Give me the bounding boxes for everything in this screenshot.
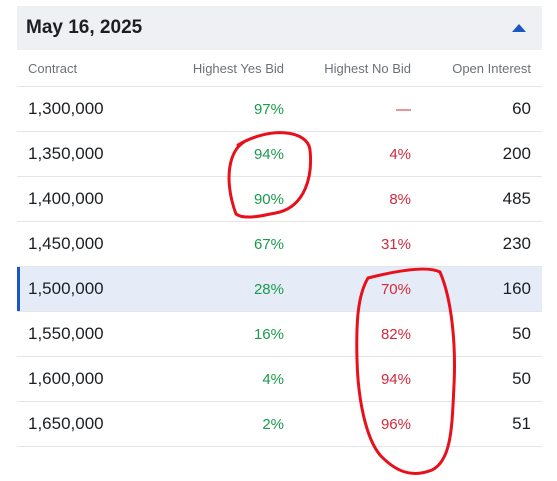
- table-row[interactable]: 1,650,000 2% 96% 51: [17, 402, 542, 447]
- no-bid-value: 94%: [380, 370, 411, 388]
- open-interest-value: 51: [512, 414, 531, 433]
- table-row[interactable]: 1,600,000 4% 94% 50: [17, 357, 542, 402]
- table-row-selected[interactable]: 1,500,000 28% 70% 160: [17, 267, 542, 312]
- no-bid-value: —: [396, 100, 411, 118]
- open-interest-value: 50: [512, 369, 531, 388]
- open-interest-value: 200: [502, 144, 531, 163]
- contract-value: 1,450,000: [28, 234, 104, 253]
- column-headers: Contract Highest Yes Bid Highest No Bid …: [17, 50, 542, 87]
- date-group-header[interactable]: May 16, 2025: [17, 6, 542, 50]
- open-interest-value: 60: [512, 99, 531, 118]
- column-highest-yes-bid: Highest Yes Bid: [192, 60, 284, 76]
- date-title: May 16, 2025: [26, 17, 143, 38]
- column-open-interest: Open Interest: [452, 60, 531, 76]
- contract-value: 1,550,000: [28, 324, 104, 343]
- yes-bid-value: 16%: [253, 325, 284, 343]
- no-bid-value: 70%: [380, 280, 411, 298]
- yes-bid-value: 67%: [253, 235, 284, 253]
- yes-bid-value: 28%: [253, 280, 284, 298]
- table-row[interactable]: 1,450,000 67% 31% 230: [17, 222, 542, 267]
- open-interest-value: 485: [502, 189, 531, 208]
- table-row[interactable]: 1,300,000 97% — 60: [17, 87, 542, 132]
- no-bid-value: 8%: [389, 190, 411, 208]
- contract-value: 1,650,000: [28, 414, 104, 433]
- open-interest-value: 160: [502, 279, 531, 298]
- table-row[interactable]: 1,550,000 16% 82% 50: [17, 312, 542, 357]
- no-bid-value: 82%: [380, 325, 411, 343]
- yes-bid-value: 4%: [262, 370, 284, 388]
- contract-value: 1,350,000: [28, 144, 104, 163]
- yes-bid-value: 2%: [262, 415, 284, 433]
- column-highest-no-bid: Highest No Bid: [324, 60, 411, 76]
- yes-bid-value: 90%: [253, 190, 284, 208]
- yes-bid-value: 94%: [253, 145, 284, 163]
- collapse-button[interactable]: [508, 17, 530, 39]
- caret-up-icon: [512, 24, 526, 32]
- open-interest-value: 230: [502, 234, 531, 253]
- contract-value: 1,500,000: [28, 279, 104, 298]
- contract-value: 1,600,000: [28, 369, 104, 388]
- contract-value: 1,400,000: [28, 189, 104, 208]
- no-bid-value: 96%: [380, 415, 411, 433]
- no-bid-value: 31%: [380, 235, 411, 253]
- no-bid-value: 4%: [389, 145, 411, 163]
- table-row[interactable]: 1,350,000 94% 4% 200: [17, 132, 542, 177]
- contracts-table: May 16, 2025 Contract Highest Yes Bid Hi…: [17, 6, 542, 447]
- yes-bid-value: 97%: [253, 100, 284, 118]
- contract-value: 1,300,000: [28, 99, 104, 118]
- column-contract: Contract: [28, 60, 78, 76]
- table-row[interactable]: 1,400,000 90% 8% 485: [17, 177, 542, 222]
- open-interest-value: 50: [512, 324, 531, 343]
